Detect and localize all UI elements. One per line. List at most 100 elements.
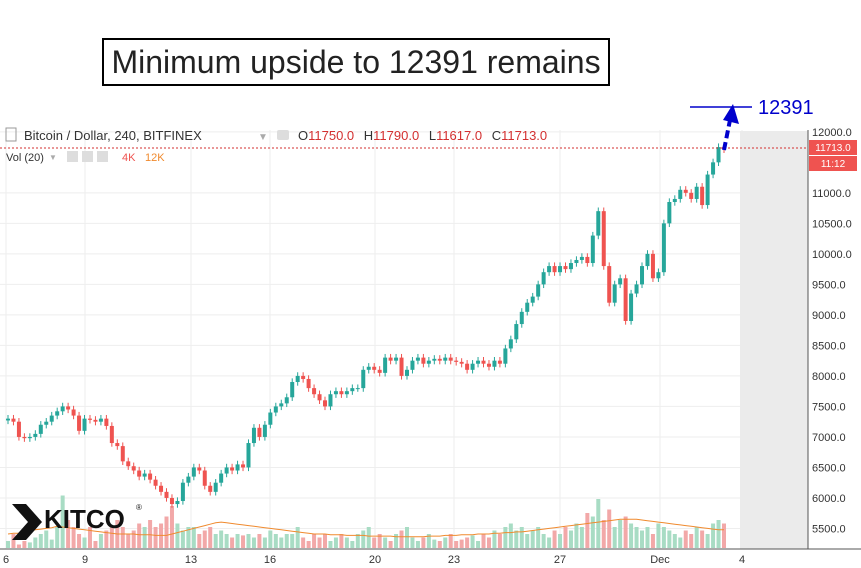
candle-body (98, 418, 103, 422)
candle-body (22, 436, 27, 439)
target-label: 12391 (758, 97, 814, 119)
volume-bar (497, 534, 502, 548)
volume-bar (38, 534, 43, 548)
candle-body (219, 473, 224, 483)
candle-body (590, 235, 595, 264)
volume-bar (377, 534, 382, 548)
time-tick-label: 9 (82, 554, 88, 566)
candle-body (197, 467, 202, 471)
candle-body (16, 421, 21, 437)
price-tick-label: 9000.0 (812, 310, 846, 322)
candle-body (579, 256, 584, 260)
candle-body (230, 467, 235, 471)
volume-bar (323, 534, 328, 548)
candle-body (547, 266, 552, 273)
candle-body (77, 415, 82, 431)
volume-bar (87, 527, 92, 548)
candle-body (399, 357, 404, 376)
volume-bar (623, 516, 628, 548)
candle-body (257, 427, 262, 437)
candle-body (481, 360, 486, 364)
candle-body (667, 202, 672, 224)
candle-body (454, 360, 459, 362)
volume-bar (519, 527, 524, 548)
volume-bar (634, 527, 639, 548)
candle-body (394, 357, 399, 361)
target-arrow-head-icon (723, 104, 739, 124)
volume-bar (552, 530, 557, 548)
volume-bar (716, 520, 721, 548)
settings-icon[interactable] (82, 151, 93, 162)
volume-bar (208, 527, 213, 548)
time-tick-label: 20 (369, 554, 381, 566)
volume-bar (448, 534, 453, 548)
candle-body (290, 382, 295, 398)
volume-bar (290, 534, 295, 548)
volume-bar (640, 530, 645, 548)
price-tick-label: 12000.0 (812, 127, 852, 139)
candle-body (700, 186, 705, 206)
candle-body (661, 223, 666, 273)
volume-bar (98, 534, 103, 548)
volume-bar (437, 541, 442, 548)
volume-bar (656, 523, 661, 548)
volume-bar (235, 534, 240, 548)
candle-body (137, 470, 142, 477)
candle-body (323, 400, 328, 407)
volume-bar (279, 537, 284, 548)
candle-body (6, 418, 10, 421)
candle-body (109, 425, 114, 444)
volume-bar (6, 541, 10, 548)
price-tick-label: 8500.0 (812, 340, 846, 352)
candle-body (366, 366, 371, 370)
volume-bar (333, 537, 338, 548)
volume-bar (541, 534, 546, 548)
volume-bar (388, 541, 393, 548)
price-tick-label: 5500.0 (812, 523, 846, 535)
volume-bar (246, 534, 251, 548)
candle-body (683, 189, 688, 193)
volume-bar (104, 530, 109, 548)
eye-icon[interactable] (277, 130, 289, 140)
visibility-icon[interactable] (67, 151, 78, 162)
volume-bar (55, 527, 60, 548)
candle-body (596, 211, 601, 236)
volume-dropdown-icon[interactable]: ▼ (49, 153, 57, 162)
candle-body (66, 406, 71, 410)
candle-body (503, 348, 508, 364)
volume-bar (415, 541, 420, 548)
candles (6, 143, 726, 508)
volume-bar (180, 530, 185, 548)
candle-body (175, 501, 180, 505)
volume-bar (618, 520, 623, 548)
volume-bar (525, 534, 530, 548)
volume-bar (202, 530, 207, 548)
symbol-dropdown-icon[interactable]: ▼ (258, 132, 268, 143)
volume-bar (27, 542, 32, 548)
close-icon[interactable] (97, 151, 108, 162)
volume-bar (574, 523, 579, 548)
volume-bar (481, 534, 486, 548)
candle-body (470, 363, 475, 370)
candle-body (705, 174, 710, 206)
candle-body (525, 302, 530, 312)
volume-bar (241, 535, 246, 548)
price-tick-label: 8000.0 (812, 371, 846, 383)
candle-body (689, 192, 694, 199)
volume-bar (49, 539, 54, 548)
candle-body (191, 467, 196, 477)
candle-body (465, 363, 470, 370)
candle-body (678, 189, 683, 199)
price-tick-label: 10000.0 (812, 249, 852, 261)
volume-bars (6, 495, 726, 548)
volume-bar (224, 534, 229, 548)
candle-body (563, 266, 568, 270)
volume-bar (454, 541, 459, 548)
candle-body (262, 424, 267, 437)
candle-body (574, 259, 579, 264)
volume-bar (355, 534, 360, 548)
volume-bar (306, 541, 311, 548)
candle-body (476, 360, 481, 364)
time-tick-label: 16 (264, 554, 276, 566)
candle-body (672, 198, 677, 203)
